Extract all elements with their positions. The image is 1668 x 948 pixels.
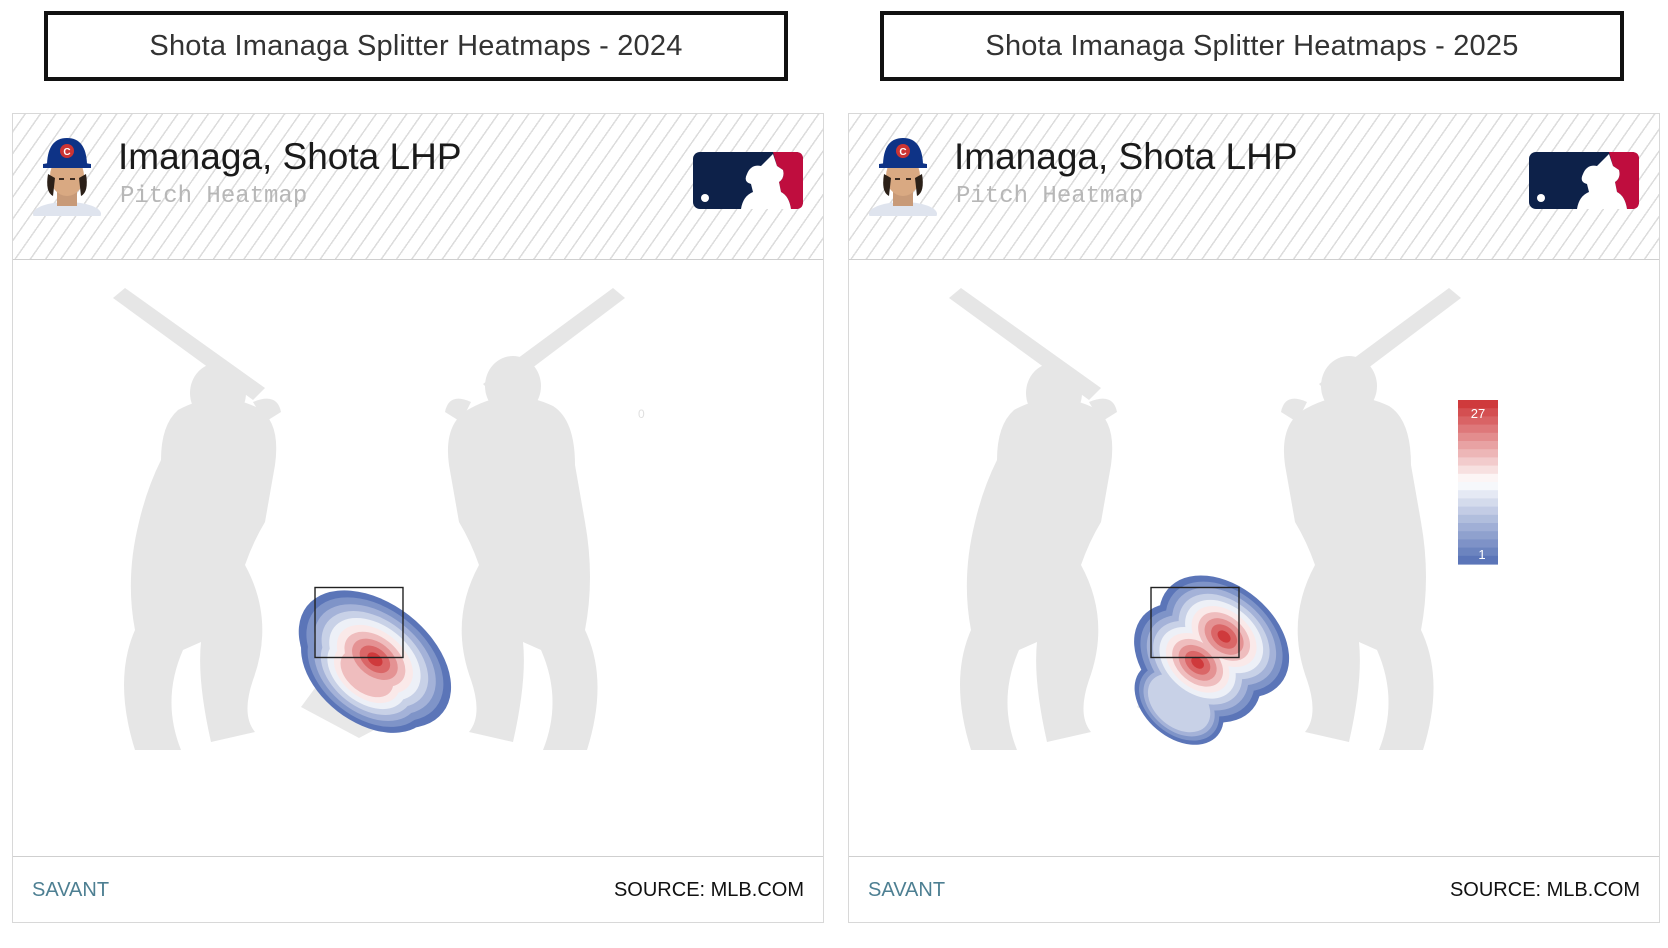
- legend-swatch: [1458, 432, 1498, 442]
- savant-link[interactable]: SAVANT: [868, 879, 946, 901]
- strike-zone: [1150, 586, 1240, 659]
- legend-swatch: [1458, 555, 1498, 565]
- legend-swatch: [1458, 482, 1498, 491]
- batter-silhouette-left: [949, 288, 1117, 750]
- panel-2025: Shota Imanaga Splitter Heatmaps - 2025 C…: [848, 0, 1660, 948]
- mlb-logo-icon: [693, 152, 803, 209]
- svg-text:C: C: [899, 147, 906, 158]
- svg-text:C: C: [63, 147, 70, 158]
- heatmap-plot: 0: [113, 288, 645, 750]
- batter-silhouette-right: [445, 288, 625, 750]
- legend-swatch: [1458, 473, 1498, 483]
- heatmap-card: C Imanaga, Shota LHP Pitch Heatmap: [848, 113, 1660, 923]
- contour-level-9-peak-2: [1217, 630, 1231, 643]
- legend-swatch: [1458, 523, 1498, 532]
- heatmap-contours: [1134, 575, 1290, 745]
- legend-swatch: [1458, 416, 1498, 426]
- chart-subtitle: Pitch Heatmap: [956, 183, 1144, 210]
- savant-link[interactable]: SAVANT: [32, 879, 110, 901]
- legend-swatch: [1458, 547, 1498, 557]
- color-legend: 27 1: [1458, 400, 1498, 565]
- player-avatar: C: [33, 138, 101, 216]
- legend-swatch: [1458, 539, 1498, 549]
- player-name: Imanaga, Shota LHP: [954, 136, 1298, 177]
- legend-max-label: 27: [1471, 406, 1485, 421]
- legend-swatch: [1458, 400, 1498, 409]
- chart-subtitle: Pitch Heatmap: [120, 183, 308, 210]
- legend-swatch: [1458, 457, 1498, 467]
- batter-silhouette-right: [1281, 288, 1461, 750]
- heatmap-contours: [298, 590, 452, 733]
- legend-swatch: [1458, 424, 1498, 434]
- legend-swatch: [1458, 449, 1498, 458]
- contour-level-9-peak-1: [367, 652, 383, 667]
- legend-swatch: [1458, 514, 1498, 524]
- panel-2024: Shota Imanaga Splitter Heatmaps - 2024 C…: [12, 0, 824, 948]
- source-label: SOURCE: MLB.COM: [1449, 879, 1640, 901]
- contour-level-9-peak-1: [1191, 656, 1204, 669]
- mlb-logo-icon: [1529, 152, 1639, 209]
- batter-silhouette-left: [113, 288, 281, 750]
- panel-title: Shota Imanaga Splitter Heatmaps - 2025: [880, 11, 1624, 81]
- legend-swatch: [1458, 490, 1498, 499]
- strike-zone: [314, 586, 404, 659]
- card-footer: SAVANT SOURCE: MLB.COM: [13, 856, 823, 922]
- card-header: C Imanaga, Shota LHP Pitch Heatmap: [13, 114, 823, 260]
- card-header: C Imanaga, Shota LHP Pitch Heatmap: [849, 114, 1659, 260]
- legend-swatch: [1458, 498, 1498, 508]
- stray-tick-label: 0: [638, 407, 645, 421]
- legend-swatch: [1458, 441, 1498, 450]
- heatmap-card: C Imanaga, Shota LHP Pitch Heatmap: [12, 113, 824, 923]
- legend-swatch: [1458, 506, 1498, 516]
- panel-title: Shota Imanaga Splitter Heatmaps - 2024: [44, 11, 788, 81]
- legend-swatch: [1458, 408, 1498, 417]
- legend-min-label: 1: [1478, 547, 1485, 562]
- legend-swatch: [1458, 531, 1498, 540]
- player-avatar: C: [869, 138, 937, 216]
- card-footer: SAVANT SOURCE: MLB.COM: [849, 856, 1659, 922]
- source-label: SOURCE: MLB.COM: [613, 879, 804, 901]
- heatmap-plot: 27 1: [949, 288, 1498, 750]
- player-name: Imanaga, Shota LHP: [118, 136, 462, 177]
- legend-swatch: [1458, 465, 1498, 475]
